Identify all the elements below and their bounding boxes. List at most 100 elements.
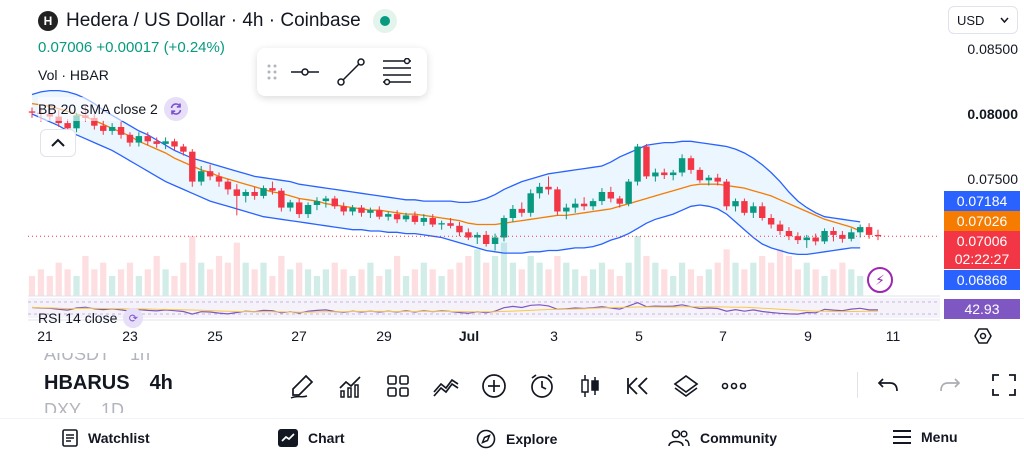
undo-button[interactable] xyxy=(876,370,900,400)
symbol-option[interactable]: AIUSDT 1h xyxy=(44,353,150,365)
candles-icon[interactable] xyxy=(568,366,612,406)
candle xyxy=(126,132,134,147)
volume-bar xyxy=(554,256,561,296)
volume-bar xyxy=(839,262,846,296)
market-open-icon[interactable] xyxy=(372,9,397,33)
volume-bar xyxy=(785,256,793,296)
sync-icon[interactable] xyxy=(163,97,188,121)
volume-bar xyxy=(242,262,249,296)
volume-bar xyxy=(741,269,748,296)
volume-bar xyxy=(429,269,436,296)
chart-settings-icon[interactable] xyxy=(974,327,992,350)
volume-legend[interactable]: Vol · HBAR xyxy=(38,67,109,83)
volume-bar xyxy=(572,269,579,296)
trend-line-tool-icon[interactable] xyxy=(331,52,371,92)
candle xyxy=(224,179,232,195)
date-tick: 5 xyxy=(635,328,643,344)
nav-chart[interactable]: Chart xyxy=(278,429,345,447)
volume-bar xyxy=(287,269,294,296)
candle xyxy=(865,223,873,239)
replay-icon[interactable] xyxy=(616,366,660,406)
date-tick: 27 xyxy=(291,328,307,344)
lightning-icon[interactable]: ⚡ xyxy=(867,267,893,293)
candle xyxy=(500,215,508,242)
drag-handle-icon[interactable] xyxy=(265,52,279,92)
nav-chart-label: Chart xyxy=(308,430,345,446)
candle xyxy=(589,198,597,211)
volume-bar xyxy=(714,262,721,296)
candle xyxy=(687,155,695,174)
volume-bar xyxy=(527,256,534,296)
symbol-interval: 4h xyxy=(149,372,173,394)
volume-bar xyxy=(643,256,650,296)
volume-bar xyxy=(313,276,321,296)
bb-lower-line xyxy=(31,113,861,256)
volume-bar xyxy=(625,262,632,296)
horizontal-line-tool-icon[interactable] xyxy=(285,52,325,92)
candle xyxy=(856,224,864,238)
volume-bar xyxy=(126,262,134,296)
candle xyxy=(723,179,730,211)
volume-bar xyxy=(598,262,606,296)
nav-watchlist[interactable]: Watchlist xyxy=(62,429,150,447)
alert-clock-icon[interactable] xyxy=(520,366,564,406)
candle xyxy=(776,220,784,235)
symbol-title[interactable]: Hedera / US Dollar · 4h · Coinbase xyxy=(66,10,361,31)
symbol-option[interactable]: DXY 1D xyxy=(44,400,124,413)
add-icon[interactable] xyxy=(472,366,516,406)
volume-bar xyxy=(518,269,525,296)
candle xyxy=(714,173,721,186)
layout-grid-icon[interactable] xyxy=(376,366,420,406)
volume-bar xyxy=(794,269,801,296)
volume-bar xyxy=(705,269,712,296)
bb-sma-tag: 0.07026 xyxy=(944,211,1020,231)
bb-upper-line xyxy=(31,89,861,223)
nav-menu-label: Menu xyxy=(921,429,958,445)
watchlist-icon xyxy=(62,429,78,447)
date-tick: 25 xyxy=(207,328,223,344)
volume-bar xyxy=(64,269,71,296)
candle xyxy=(313,197,321,211)
candle xyxy=(465,228,472,241)
compare-icon[interactable] xyxy=(424,366,468,406)
candle xyxy=(536,182,543,199)
symbol-picker[interactable]: AIUSDT 1h HBARUS 4h DXY 1D xyxy=(40,346,180,416)
fullscreen-button[interactable] xyxy=(990,370,1018,400)
volume-bar xyxy=(661,269,668,296)
volume-bar xyxy=(198,262,205,296)
sync-icon[interactable]: ⟳ xyxy=(123,308,144,328)
more-icon[interactable] xyxy=(712,366,756,406)
rsi-legend[interactable]: RSI 14 close ⟳ xyxy=(38,308,144,328)
candle xyxy=(794,232,802,244)
last-price-tag-value: 0.07006 xyxy=(956,233,1008,249)
candle xyxy=(340,202,347,216)
volume-bar xyxy=(296,262,303,296)
candle xyxy=(750,202,757,218)
hbar-logo-icon: H xyxy=(38,11,58,31)
layers-icon[interactable] xyxy=(664,366,708,406)
nav-menu[interactable]: Menu xyxy=(893,429,958,445)
candle xyxy=(251,186,258,200)
bb-legend[interactable]: BB 20 SMA close 2 xyxy=(38,97,188,121)
volume-bar xyxy=(135,276,142,296)
candle xyxy=(367,207,374,218)
volume-bar xyxy=(349,276,356,296)
currency-select[interactable]: USD xyxy=(948,6,1018,34)
pencil-icon[interactable] xyxy=(280,366,324,406)
candle xyxy=(420,214,428,226)
nav-community[interactable]: Community xyxy=(668,429,777,447)
fib-retracement-tool-icon[interactable] xyxy=(377,52,417,92)
volume-bar xyxy=(536,262,543,296)
toolbar-divider xyxy=(857,372,858,398)
bottom-toolbar xyxy=(280,366,756,406)
symbol-option-selected[interactable]: HBARUS 4h xyxy=(44,372,173,395)
volume-bar xyxy=(563,262,570,296)
indicators-icon[interactable] xyxy=(328,366,372,406)
redo-button[interactable] xyxy=(938,370,962,400)
nav-explore[interactable]: Explore xyxy=(476,429,557,449)
volume-bar xyxy=(776,249,784,296)
volume-bar xyxy=(678,262,686,296)
volume-bar xyxy=(509,262,517,296)
collapse-legend-button[interactable] xyxy=(40,129,76,157)
